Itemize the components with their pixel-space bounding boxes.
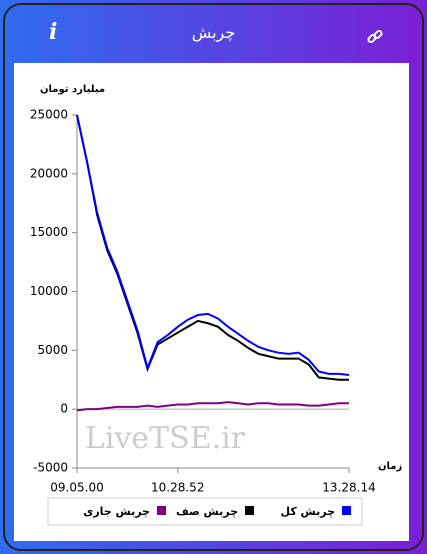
y-tick-label: 25000 <box>30 108 68 122</box>
header-title: چربش <box>191 23 236 42</box>
series-line <box>76 401 349 412</box>
x-tick-label: 10.28.52 <box>151 481 204 495</box>
legend-swatch <box>342 506 351 515</box>
legend-label: چربش جاری <box>83 505 150 518</box>
legend-swatch <box>157 506 166 515</box>
y-tick-label: 15000 <box>30 225 68 239</box>
y-axis-title: میلیارد تومان <box>40 84 105 95</box>
legend-swatch <box>245 506 254 515</box>
series-line <box>76 114 350 377</box>
y-tick-label: 10000 <box>30 284 68 298</box>
app-frame: i چربش <box>3 3 424 551</box>
watermark: LiveTSE.ir <box>85 421 246 456</box>
y-tick-label: 0 <box>60 402 68 416</box>
legend-label: چربش صف <box>176 505 238 518</box>
x-tick-label: 09.05.00 <box>50 481 103 495</box>
y-tick-label: -5000 <box>33 461 68 475</box>
x-tick-label: 13.28.14 <box>322 481 375 495</box>
link-button[interactable] <box>367 29 383 45</box>
x-axis-title: زمان <box>378 461 402 472</box>
y-tick-label: 5000 <box>37 343 68 357</box>
series-line <box>76 114 349 381</box>
info-button[interactable]: i <box>49 19 58 45</box>
legend-box <box>47 497 363 526</box>
y-tick-label: 20000 <box>30 166 68 180</box>
legend-label: چربش کل <box>281 505 336 518</box>
header: i چربش <box>5 5 422 63</box>
chart-panel <box>14 63 409 541</box>
